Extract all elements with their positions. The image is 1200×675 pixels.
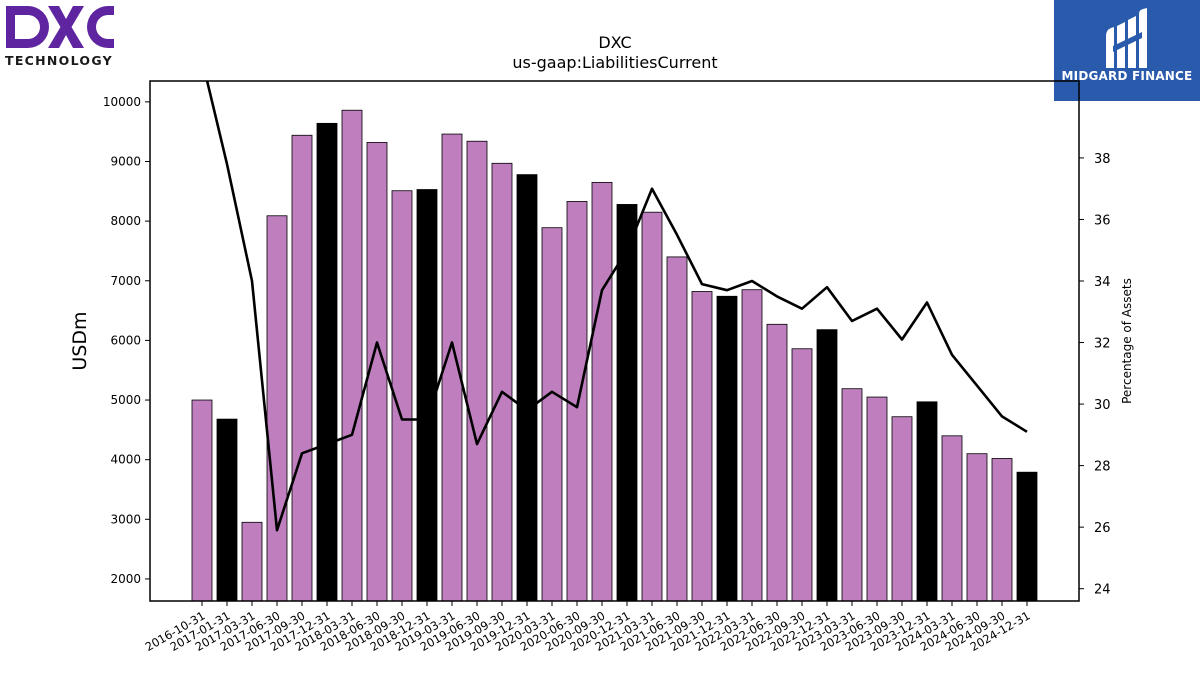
bar	[241, 521, 263, 602]
y2-axis-label: Percentage of Assets	[1120, 278, 1134, 404]
y2-tick-label: 24	[1094, 583, 1111, 598]
bar	[191, 399, 213, 602]
dxc-technology-text: TECHNOLOGY	[5, 53, 113, 68]
y-tick-label: 8000	[110, 214, 141, 228]
y-tick-label: 9000	[110, 155, 141, 169]
y-tick-label: 5000	[110, 393, 141, 407]
plot-frame	[149, 80, 1080, 602]
bar	[341, 109, 363, 602]
bar	[791, 348, 813, 602]
midgard-emblem-icon	[1106, 8, 1147, 68]
y2-tick-label: 28	[1094, 460, 1111, 475]
midgard-finance-text: MIDGARD FINANCE	[1061, 69, 1193, 83]
bar	[616, 204, 638, 602]
bar	[691, 291, 713, 602]
y2-tick-label: 32	[1094, 337, 1111, 352]
y-axis-label: USDm	[69, 311, 91, 370]
bar	[891, 416, 913, 602]
y-tick-label: 3000	[110, 512, 141, 526]
chart-title: DXC	[598, 33, 632, 52]
bar	[866, 396, 888, 602]
midgard-finance-logo: MIDGARD FINANCE	[1054, 0, 1200, 101]
bar	[716, 295, 738, 602]
y-tick-label: 2000	[110, 572, 141, 586]
y2-tick-label: 38	[1094, 152, 1111, 167]
dxc-technology-logo: TECHNOLOGY	[4, 4, 116, 68]
bar	[591, 181, 613, 602]
y-tick-label: 4000	[110, 453, 141, 467]
bar	[991, 458, 1013, 602]
bar	[641, 211, 663, 602]
bar	[741, 289, 763, 602]
y-tick-label: 7000	[110, 274, 141, 288]
bar	[766, 323, 788, 602]
bar	[541, 227, 563, 602]
bar	[916, 401, 938, 602]
bar	[466, 140, 488, 602]
y-tick-label: 6000	[110, 333, 141, 347]
bar	[666, 256, 688, 602]
y2-tick-label: 26	[1094, 521, 1111, 536]
bar	[966, 453, 988, 602]
bar	[1016, 471, 1038, 602]
dxc-wordmark-icon	[6, 6, 114, 48]
y-tick-label: 10000	[103, 95, 141, 109]
y2-tick-label: 34	[1094, 275, 1111, 290]
bar	[216, 418, 238, 602]
percentage-line	[205, 81, 1028, 532]
chart-subtitle: us-gaap:LiabilitiesCurrent	[512, 53, 718, 72]
bar	[316, 122, 338, 602]
bar	[841, 388, 863, 602]
bar	[941, 435, 963, 602]
bar	[491, 162, 513, 602]
bar	[816, 329, 838, 602]
bar	[266, 215, 288, 602]
y2-tick-label: 30	[1094, 398, 1111, 413]
bar	[516, 174, 538, 602]
y2-tick-label: 36	[1094, 213, 1111, 228]
bar	[291, 134, 313, 602]
